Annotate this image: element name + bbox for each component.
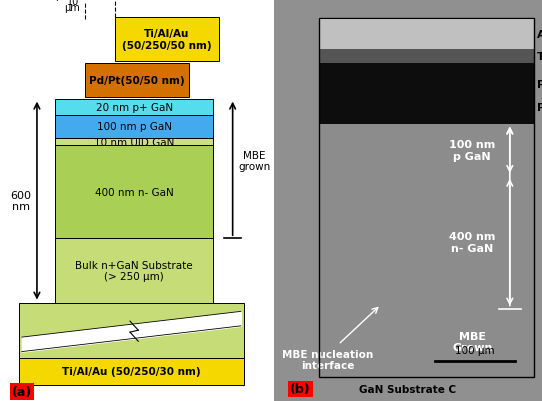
Bar [19,358,243,385]
Text: 600
nm: 600 nm [10,190,31,212]
Text: MBE nucleation
interface: MBE nucleation interface [282,349,373,371]
Bar [85,64,189,98]
Bar [55,146,214,239]
Bar [55,115,214,138]
Text: Ti: Ti [537,52,542,62]
Bar [319,50,534,64]
Text: 400 nm n- GaN: 400 nm n- GaN [95,187,173,197]
Text: MBE
Grown: MBE Grown [452,331,493,352]
Text: Ti/Al/Au (50/250/30 nm): Ti/Al/Au (50/250/30 nm) [62,367,201,376]
Text: μm: μm [55,0,71,1]
Text: Pd/Pt(50/50 nm): Pd/Pt(50/50 nm) [89,76,185,86]
Text: (b): (b) [290,383,311,395]
Bar [319,19,534,377]
Text: Pt: Pt [537,80,542,90]
Bar [319,64,534,124]
Text: Bulk n+GaN Substrate
(> 250 μm): Bulk n+GaN Substrate (> 250 μm) [75,260,193,282]
Text: 100 μm: 100 μm [455,345,495,355]
Text: Pd: Pd [537,103,542,112]
Text: 10: 10 [67,0,79,7]
Bar [55,138,214,146]
Text: Ti/Al/Au
(50/250/50 nm): Ti/Al/Au (50/250/50 nm) [122,29,212,51]
Text: 100 nm p GaN: 100 nm p GaN [96,122,172,132]
Bar [319,19,534,377]
Bar [55,239,214,303]
Text: (a): (a) [12,385,32,398]
Text: 400 nm
n- GaN: 400 nm n- GaN [449,232,495,253]
Text: 10 nm UID GaN: 10 nm UID GaN [94,137,175,147]
Bar [55,99,214,115]
Text: MBE
grown: MBE grown [238,150,270,172]
Bar [319,19,534,21]
Bar [115,18,219,62]
Text: 20 nm p+ GaN: 20 nm p+ GaN [95,103,173,112]
Text: Al: Al [537,30,542,40]
Bar [319,21,534,50]
Text: μm: μm [63,3,79,13]
Text: GaN Substrate C: GaN Substrate C [359,384,456,394]
Text: 100 nm
p GaN: 100 nm p GaN [449,140,495,161]
Bar [19,303,243,358]
